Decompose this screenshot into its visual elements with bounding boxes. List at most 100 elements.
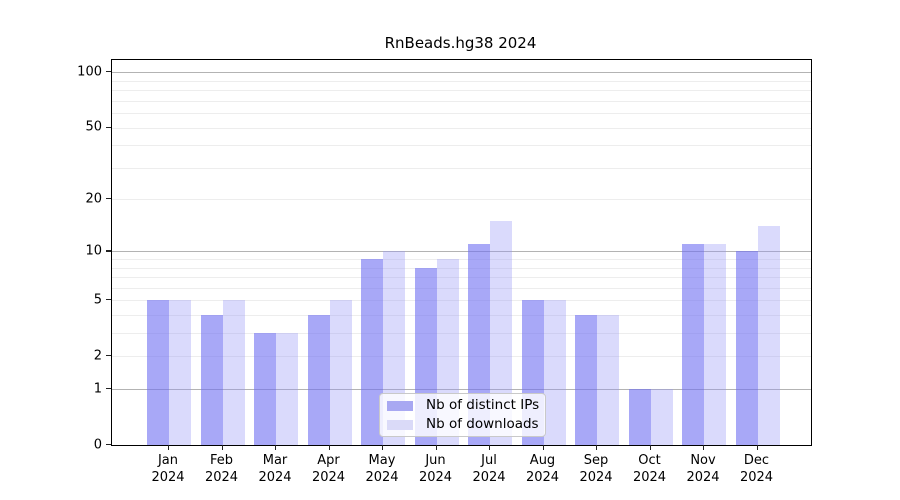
bar-distinct-ips-nov [682, 244, 704, 445]
y-axis-tick-label: 5 [93, 292, 102, 308]
bar-downloads-aug [543, 300, 566, 445]
x-axis-tick [756, 445, 758, 450]
bar-downloads-jul [490, 221, 512, 445]
y-axis-tick [106, 355, 111, 357]
plot-area [111, 59, 812, 446]
bar-distinct-ips-mar [254, 333, 276, 445]
major-gridline [112, 72, 811, 74]
y-axis-tick [106, 250, 111, 252]
year-label: 2024 [472, 470, 506, 485]
y-axis-tick-label: 2 [93, 348, 102, 364]
y-axis-tick-label: 0 [93, 437, 102, 452]
legend-row-downloads: Nb of downloads [380, 417, 545, 432]
x-axis-tick [221, 445, 223, 450]
legend: Nb of distinct IPs Nb of downloads [379, 393, 546, 437]
y-axis-tick-label: 1 [93, 381, 102, 396]
x-axis-tick [596, 445, 598, 450]
chart-title: RnBeads.hg38 2024 [384, 34, 537, 52]
month-label: Mar [262, 453, 288, 468]
minor-gridline [112, 300, 811, 302]
bar-distinct-ips-may [361, 259, 383, 445]
x-axis-tick [435, 445, 437, 450]
minor-gridline [112, 113, 811, 114]
x-axis-tick [275, 445, 277, 450]
x-axis-tick [542, 445, 544, 450]
month-label: Apr [317, 453, 340, 468]
major-gridline [112, 251, 811, 253]
bar-downloads-mar [276, 333, 298, 445]
year-label: 2024 [632, 470, 667, 485]
minor-gridline [112, 287, 811, 289]
bar-downloads-dec [757, 226, 780, 445]
minor-gridline [112, 315, 811, 316]
legend-label-distinct-ips: Nb of distinct IPs [426, 397, 540, 413]
y-axis-tick [106, 444, 111, 446]
legend-swatch-distinct-ips [387, 400, 413, 411]
year-label: 2024 [579, 470, 613, 485]
bar-downloads-oct [650, 389, 673, 445]
x-axis-tick-label: Jul 2024 [457, 452, 521, 486]
year-label: 2024 [739, 470, 774, 485]
y-axis-tick-label: 10 [85, 243, 102, 259]
minor-gridline [112, 356, 811, 358]
minor-gridline [112, 80, 811, 82]
minor-gridline [112, 167, 811, 169]
x-axis-tick [703, 445, 705, 450]
y-axis-tick [106, 198, 111, 200]
x-axis-tick-label: Mar 2024 [243, 452, 307, 486]
month-label: Jun [425, 453, 446, 468]
legend-label-downloads: Nb of downloads [426, 416, 539, 432]
y-axis-tick-label: 20 [85, 191, 102, 207]
bar-downloads-feb [222, 300, 245, 445]
major-gridline [112, 389, 811, 390]
x-axis-tick [168, 445, 170, 450]
x-axis-tick [328, 445, 330, 450]
y-axis-tick [106, 71, 111, 73]
x-axis-tick-label: Dec 2024 [725, 452, 789, 486]
x-axis-tick [489, 445, 491, 450]
minor-gridline [112, 277, 811, 279]
legend-row-distinct-ips: Nb of distinct IPs [380, 398, 545, 413]
bar-distinct-ips-sep [575, 315, 597, 445]
x-axis-tick-label: Apr 2024 [297, 452, 361, 486]
minor-gridline [112, 267, 811, 269]
y-axis-tick [106, 388, 111, 390]
minor-gridline [112, 100, 811, 102]
bar-downloads-apr [329, 300, 352, 445]
bar-downloads-sep [597, 315, 619, 445]
bar-distinct-ips-jan [147, 300, 169, 445]
month-label: Dec [743, 453, 770, 468]
month-label: Feb [209, 453, 234, 468]
minor-gridline [112, 90, 811, 92]
month-label: Nov [690, 453, 716, 468]
year-label: 2024 [365, 470, 399, 485]
y-axis-tick [106, 299, 111, 301]
bar-distinct-ips-dec [735, 251, 758, 445]
bar-distinct-ips-feb [200, 315, 223, 445]
year-label: 2024 [686, 470, 720, 485]
x-axis-tick-label: Feb 2024 [190, 452, 254, 486]
x-axis-tick-label: Jun 2024 [404, 452, 468, 486]
minor-gridline [112, 199, 811, 201]
year-label: 2024 [258, 470, 292, 485]
x-axis-tick-label: May 2024 [350, 452, 414, 486]
x-axis-tick-label: Nov 2024 [671, 452, 735, 486]
year-label: 2024 [204, 470, 239, 485]
bar-distinct-ips-oct [628, 389, 651, 445]
minor-gridline [112, 259, 811, 261]
y-axis-tick-label: 50 [85, 119, 102, 135]
y-axis-tick-label: 100 [77, 64, 102, 80]
month-label: Jul [481, 453, 497, 468]
x-axis-tick [649, 445, 651, 450]
legend-swatch-downloads [387, 419, 413, 430]
minor-gridline [112, 145, 811, 147]
month-label: May [368, 453, 396, 468]
bar-distinct-ips-apr [307, 315, 330, 445]
minor-gridline [112, 333, 811, 334]
month-label: Aug [529, 453, 556, 468]
y-axis-tick [106, 126, 111, 128]
x-axis-tick-label: Sep 2024 [564, 452, 628, 486]
year-label: 2024 [311, 470, 346, 485]
month-label: Oct [638, 453, 661, 468]
